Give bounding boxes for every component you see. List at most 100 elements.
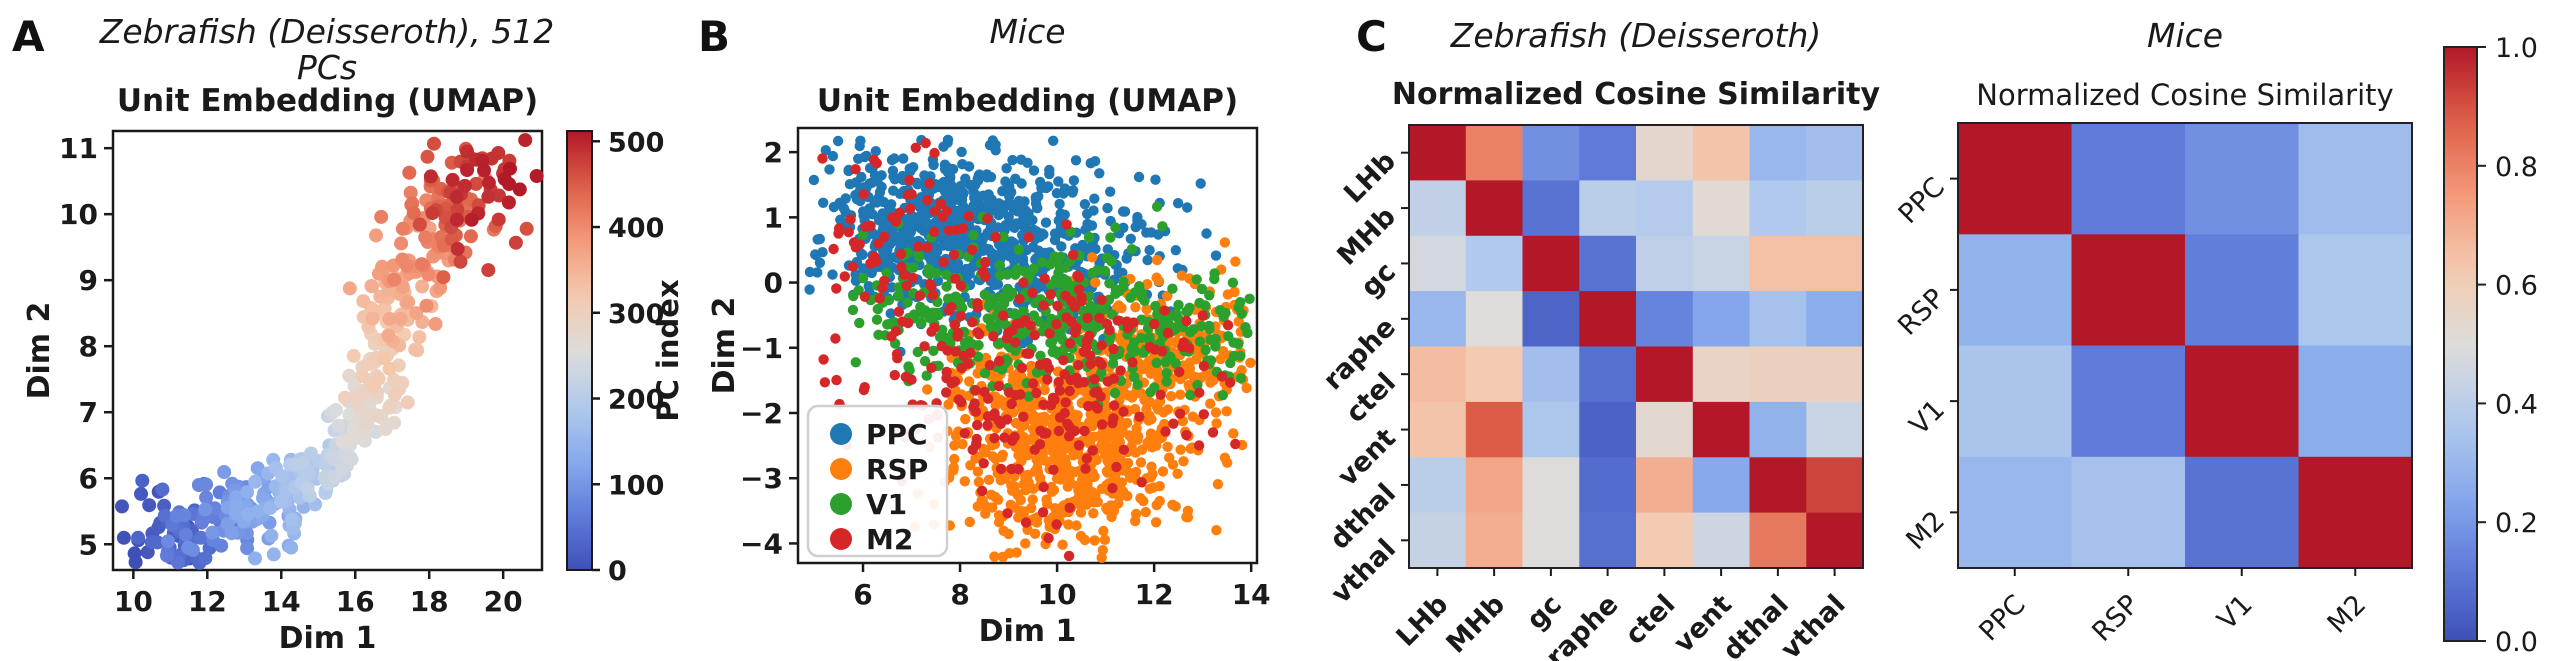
colorbar-tick-label: 0.6	[2495, 271, 2538, 302]
data-point	[1135, 332, 1147, 344]
data-point	[1073, 440, 1085, 451]
data-point	[1041, 182, 1052, 194]
data-point	[1240, 322, 1251, 333]
data-point	[1004, 548, 1015, 559]
data-point	[967, 317, 978, 328]
legend-item-label: PPC	[866, 418, 928, 451]
data-point	[1060, 290, 1071, 301]
data-point	[420, 149, 435, 164]
data-point	[1132, 215, 1143, 226]
data-point	[491, 188, 506, 203]
data-point	[481, 175, 496, 190]
data-point	[1075, 530, 1087, 542]
heatmap-cell	[1806, 180, 1864, 237]
data-point	[1142, 279, 1153, 290]
heatmap-cell	[2185, 345, 2300, 458]
data-point	[998, 310, 1009, 321]
data-point	[1085, 358, 1096, 370]
heatmap-cell	[2298, 123, 2413, 235]
data-point	[1054, 198, 1065, 210]
data-point	[890, 216, 902, 227]
data-point	[952, 327, 964, 339]
data-point	[845, 214, 856, 225]
data-point	[922, 242, 933, 253]
mice-umap-frame	[796, 126, 1259, 565]
data-point	[1146, 227, 1157, 238]
data-point	[1001, 414, 1013, 425]
zebrafish-umap-frame	[111, 129, 544, 572]
data-point	[342, 281, 357, 296]
data-point	[912, 346, 923, 358]
data-point	[863, 281, 874, 292]
data-point	[1200, 344, 1211, 356]
data-point	[135, 473, 150, 488]
data-point	[935, 198, 947, 209]
colorbar-tick-label: 500	[608, 127, 664, 158]
data-point	[1170, 245, 1182, 256]
data-point	[1007, 435, 1018, 446]
data-point	[967, 339, 978, 350]
data-point	[1022, 335, 1033, 347]
data-point	[304, 446, 318, 461]
data-point	[1228, 428, 1239, 439]
data-point	[177, 508, 192, 523]
data-point	[1075, 507, 1087, 518]
data-point	[1044, 164, 1055, 176]
data-point	[1138, 495, 1149, 507]
data-point	[1039, 273, 1050, 284]
data-point	[1114, 285, 1125, 297]
data-point	[387, 272, 402, 287]
zebrafish-similarity-heatmap-frame	[1408, 124, 1864, 569]
data-point	[1244, 293, 1255, 304]
data-point	[989, 551, 1000, 562]
data-point	[1103, 455, 1114, 466]
data-point	[127, 546, 142, 561]
data-point	[401, 295, 416, 309]
data-point	[1176, 270, 1188, 281]
data-point	[1110, 222, 1121, 233]
data-point	[1149, 382, 1160, 393]
heatmap-cell	[1409, 291, 1467, 348]
heatmap-cell	[1409, 512, 1467, 569]
data-point	[144, 535, 159, 550]
data-point	[1006, 480, 1017, 491]
data-point	[944, 171, 956, 182]
data-point	[950, 430, 962, 442]
data-point	[115, 499, 129, 514]
data-point	[893, 291, 904, 302]
data-point	[1007, 154, 1018, 166]
data-point	[1039, 384, 1050, 396]
heatmap-cell	[1522, 512, 1580, 569]
data-point	[1097, 304, 1109, 316]
data-point	[984, 360, 996, 371]
data-point	[1136, 477, 1147, 488]
data-point	[1088, 508, 1099, 519]
data-point	[879, 231, 890, 242]
heatmap-cell	[2071, 123, 2186, 235]
data-point	[972, 419, 983, 431]
data-point	[908, 221, 919, 232]
heatmap-cell	[1465, 235, 1524, 292]
data-point	[938, 141, 949, 152]
data-point	[1010, 173, 1021, 184]
data-point	[1000, 200, 1011, 211]
data-point	[924, 178, 935, 189]
heatmap-cell	[1806, 401, 1864, 458]
data-point	[501, 195, 516, 210]
data-point	[378, 422, 393, 437]
data-point	[1144, 410, 1155, 421]
data-point	[1140, 506, 1151, 518]
data-point	[871, 197, 883, 208]
data-point	[1011, 318, 1022, 330]
data-point	[1002, 508, 1013, 519]
data-point	[938, 256, 949, 268]
data-point	[1081, 453, 1093, 464]
row-label: PPC	[1893, 172, 1951, 230]
data-point	[1090, 277, 1101, 288]
data-point	[914, 290, 926, 301]
heatmap-cell	[1806, 291, 1864, 348]
data-point	[920, 137, 931, 149]
data-point	[924, 268, 935, 279]
data-point	[919, 356, 931, 367]
data-point	[939, 164, 951, 175]
